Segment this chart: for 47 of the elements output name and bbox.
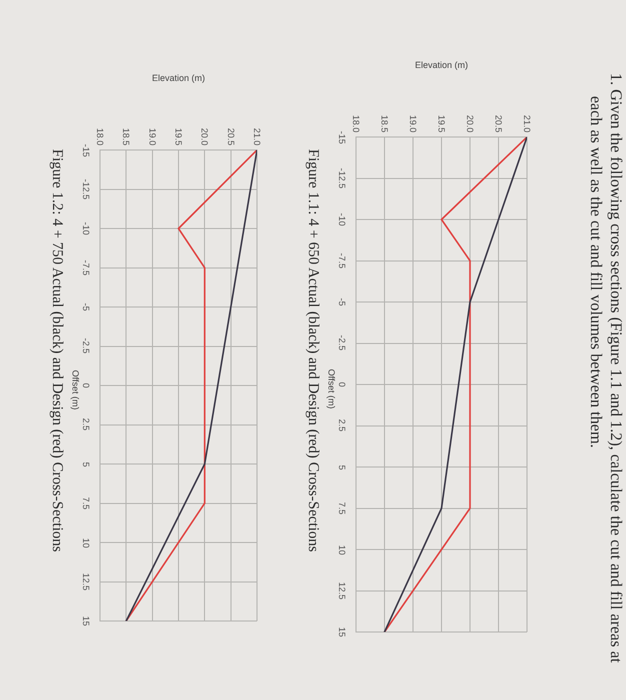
y-tick-label: -5 bbox=[81, 303, 91, 312]
y-tick-label: 7.5 bbox=[81, 496, 91, 510]
y-tick-label: -2.5 bbox=[81, 338, 91, 354]
y-tick-label: -2.5 bbox=[337, 335, 347, 351]
x-tick-label: 19.5 bbox=[436, 115, 446, 133]
y-tick-label: 5 bbox=[337, 464, 347, 470]
x-tick-label: 20.5 bbox=[494, 115, 504, 133]
y-tick-label: -7.5 bbox=[81, 260, 91, 276]
text: Figure 1.2: 4 + 750 Actual (black) and Design (red) Cross-Sections bbox=[48, 148, 66, 552]
y-tick-label: 5 bbox=[81, 462, 91, 467]
y-tick-label: 0 bbox=[81, 383, 91, 388]
x-tick-label: 20.0 bbox=[465, 115, 475, 133]
y-tick-label: 15 bbox=[81, 616, 91, 626]
y-tick-label: -10 bbox=[81, 222, 91, 236]
y-tick-label: 10 bbox=[337, 544, 347, 555]
x-tick-label: 20.0 bbox=[200, 128, 210, 146]
x-tick-label: 21.0 bbox=[252, 128, 262, 146]
y-tick-label: 0 bbox=[337, 382, 347, 388]
x-tick-label: 18.0 bbox=[95, 128, 105, 146]
x-tick-label: 18.0 bbox=[351, 115, 361, 133]
y-tick-label: -7.5 bbox=[337, 252, 347, 268]
y-tick-label: 10 bbox=[81, 538, 91, 548]
y-tick-label: -15 bbox=[337, 130, 347, 144]
x-tick-label: 19.0 bbox=[147, 128, 158, 146]
x-tick-label: 21.0 bbox=[522, 115, 532, 133]
text: Figure 1.1: 4 + 650 Actual (black) and Design (red) Cross-Sections bbox=[304, 148, 322, 552]
y-tick-label: 12.5 bbox=[81, 572, 91, 590]
y-tick-label: 2.5 bbox=[81, 418, 91, 431]
x-tick-label: 18.5 bbox=[121, 128, 132, 146]
x-axis-title: Elevation (m) bbox=[415, 60, 468, 70]
y-tick-label: 2.5 bbox=[337, 419, 347, 432]
y-tick-label: 12.5 bbox=[337, 582, 347, 600]
x-tick-label: 18.5 bbox=[380, 115, 390, 133]
text: 1. Given the following cross sections (Figure 1.1 and 1.2), calculate the cut and fill areas at each as well as the cut and fill volumes between them. bbox=[586, 73, 626, 665]
y-tick-label: -5 bbox=[337, 298, 347, 306]
y-tick-label: 15 bbox=[337, 627, 347, 638]
y-tick-label: -10 bbox=[337, 213, 347, 226]
x-axis-title: Elevation (m) bbox=[152, 72, 206, 84]
y-axis-title: Offset (m) bbox=[326, 368, 336, 408]
y-tick-label: -15 bbox=[81, 144, 91, 157]
y-axis-title: Offset (m) bbox=[70, 370, 80, 410]
y-tick-label: -12.5 bbox=[81, 178, 91, 200]
x-tick-label: 19.0 bbox=[408, 115, 418, 133]
x-tick-label: 20.5 bbox=[226, 128, 236, 146]
y-tick-label: -12.5 bbox=[337, 168, 347, 188]
y-tick-label: 7.5 bbox=[337, 502, 347, 514]
x-tick-label: 19.5 bbox=[174, 128, 184, 146]
